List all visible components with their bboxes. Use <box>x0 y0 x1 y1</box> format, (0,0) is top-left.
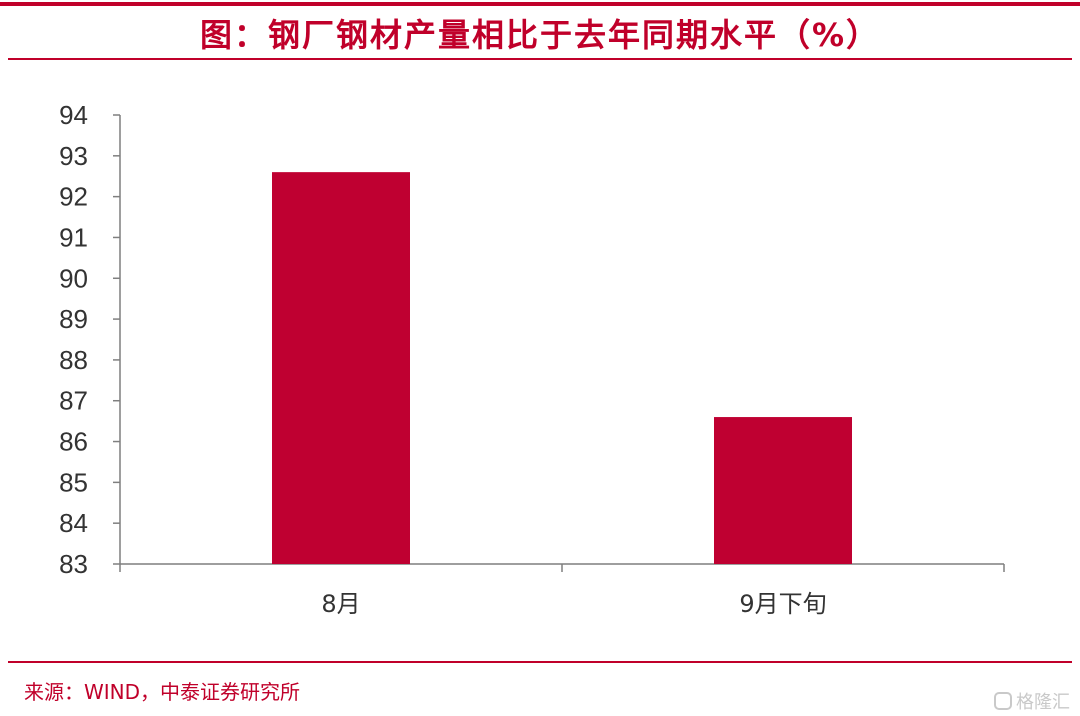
y-tick-label: 88 <box>59 345 88 375</box>
bars <box>272 172 852 565</box>
x-category-label: 9月下旬 <box>739 590 826 618</box>
bar-1 <box>272 172 410 565</box>
y-tick-label: 83 <box>59 549 88 579</box>
y-tick-label: 94 <box>59 100 88 130</box>
chart-title: 图：钢厂钢材产量相比于去年同期水平（%） <box>199 16 881 54</box>
axis-labels: 83 84 85 86 87 88 89 90 91 92 93 94 8月 9月下旬 <box>59 100 827 618</box>
y-tick-label: 91 <box>59 222 88 252</box>
y-tick-label: 84 <box>59 508 88 538</box>
top-rule <box>0 2 1080 6</box>
axes <box>113 114 1005 572</box>
y-tick-label: 85 <box>59 467 88 497</box>
y-tick-label: 92 <box>59 182 88 212</box>
watermark: 格隆汇 <box>994 688 1070 714</box>
bar-2 <box>714 417 852 564</box>
y-tick-label: 93 <box>59 141 88 171</box>
y-tick-label: 86 <box>59 427 88 457</box>
x-category-label: 8月 <box>321 590 360 618</box>
y-tick-label: 90 <box>59 263 88 293</box>
y-tick-label: 89 <box>59 304 88 334</box>
watermark-logo-icon <box>994 692 1012 710</box>
title-divider <box>8 58 1072 60</box>
footer-divider <box>8 661 1072 663</box>
y-tick-label: 87 <box>59 386 88 416</box>
watermark-text: 格隆汇 <box>1016 692 1070 713</box>
source-note: 来源：WIND，中泰证券研究所 <box>24 680 301 704</box>
